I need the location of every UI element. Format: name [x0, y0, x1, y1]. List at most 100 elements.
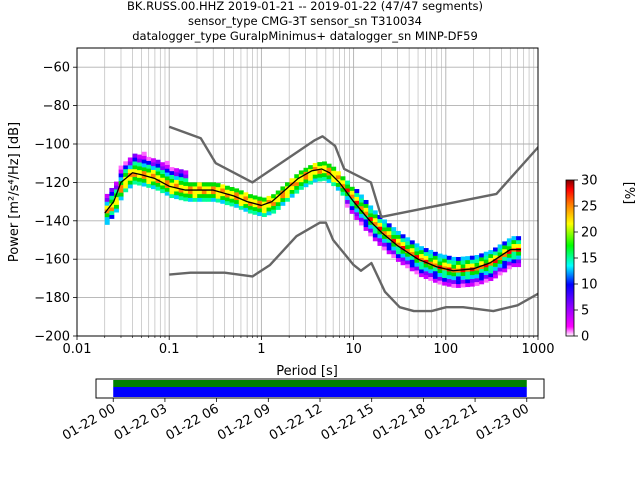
heat-cell [395, 246, 401, 251]
heat-cell [358, 221, 364, 226]
heat-cell [511, 259, 517, 264]
heat-cell [257, 204, 263, 209]
heat-cell [437, 261, 443, 266]
heat-cell [372, 233, 378, 238]
heat-cell [386, 230, 392, 236]
heat-cell [465, 256, 471, 261]
heat-cell [285, 182, 290, 187]
heat-cell [511, 251, 517, 256]
heat-cell [474, 278, 480, 283]
heat-cell [137, 177, 143, 182]
heat-cell [238, 205, 244, 210]
heat-cell [197, 190, 203, 195]
heat-cell [266, 199, 272, 204]
heat-cell [446, 278, 452, 283]
heat-cell [414, 258, 420, 263]
heat-cell [446, 259, 452, 264]
heat-cell [493, 262, 498, 267]
heat-cell [141, 182, 147, 187]
heat-cell [363, 223, 369, 228]
heat-cell [335, 186, 341, 191]
heat-cell [132, 168, 138, 174]
heat-cell [275, 202, 281, 207]
heat-cell [479, 272, 485, 277]
heat-cell [446, 255, 452, 260]
heat-cell [460, 264, 466, 269]
heat-cell [460, 279, 466, 284]
heat-cell [321, 169, 327, 174]
heat-cell [160, 162, 166, 167]
heat-cell [127, 168, 133, 174]
heat-cell [400, 234, 406, 239]
heat-cell [395, 257, 401, 262]
heat-cell [382, 234, 388, 239]
timeline-tick-label: 01-22 12 [267, 401, 325, 443]
heat-cell [386, 223, 392, 228]
heat-cell [506, 265, 512, 270]
heat-cell [363, 219, 369, 224]
heat-cell [141, 174, 147, 179]
heat-cell [164, 176, 170, 181]
heat-cell [377, 241, 383, 246]
heat-cell [497, 244, 503, 249]
heat-cell [363, 211, 369, 216]
heat-cell [150, 158, 156, 163]
heat-cell [215, 183, 221, 188]
heat-cell [469, 255, 475, 260]
heat-cell [317, 173, 323, 178]
heat-cell [442, 270, 448, 275]
heat-cell [220, 184, 226, 189]
heat-cell [137, 173, 143, 178]
heat-cell [488, 257, 494, 262]
heat-cell [428, 253, 434, 258]
y-tick-label: −100 [34, 138, 70, 153]
heat-cell [506, 249, 512, 254]
heat-cell [479, 261, 485, 266]
heat-cell [178, 188, 184, 193]
heat-cell [465, 279, 471, 284]
heat-cell [132, 172, 138, 177]
heat-cell [104, 216, 110, 221]
heat-cell [405, 252, 411, 257]
heat-cell [386, 246, 392, 251]
y-tick-label: −120 [34, 176, 70, 191]
colorbar [565, 179, 575, 337]
heat-cell [257, 196, 263, 201]
timeline-tick-label: 01-23 00 [474, 401, 532, 443]
heat-cell [113, 189, 119, 194]
heat-cell [409, 248, 415, 253]
heat-cell [460, 275, 466, 280]
heat-cell [261, 212, 267, 217]
heat-cell [479, 253, 485, 258]
colorbar-tick-label: 10 [581, 278, 598, 293]
heat-cell [474, 266, 480, 271]
heat-cell [437, 276, 443, 281]
heat-cell [127, 161, 133, 166]
heat-cell [377, 214, 383, 220]
heat-cell [127, 180, 133, 185]
heat-cell [395, 230, 401, 236]
heat-cell [405, 264, 411, 269]
heat-cell [192, 186, 198, 191]
heat-cell [187, 182, 193, 187]
heat-cell [414, 266, 420, 271]
heat-cell [493, 247, 498, 252]
heat-cell [409, 259, 415, 264]
heat-cell [363, 215, 369, 220]
heat-cell [118, 169, 124, 174]
heat-cell [289, 185, 295, 190]
heat-cell [155, 186, 161, 191]
heat-cell [465, 275, 471, 280]
heat-cell [349, 205, 355, 211]
heat-cell [423, 274, 429, 279]
heat-cell [479, 280, 485, 285]
heat-cell [428, 272, 434, 278]
heat-cell [446, 263, 452, 268]
heat-cell [382, 227, 388, 232]
heat-cell [474, 274, 480, 279]
heat-cell [271, 201, 277, 206]
heat-cell [428, 257, 434, 262]
heat-cell [201, 190, 207, 195]
heat-cell [150, 185, 156, 190]
